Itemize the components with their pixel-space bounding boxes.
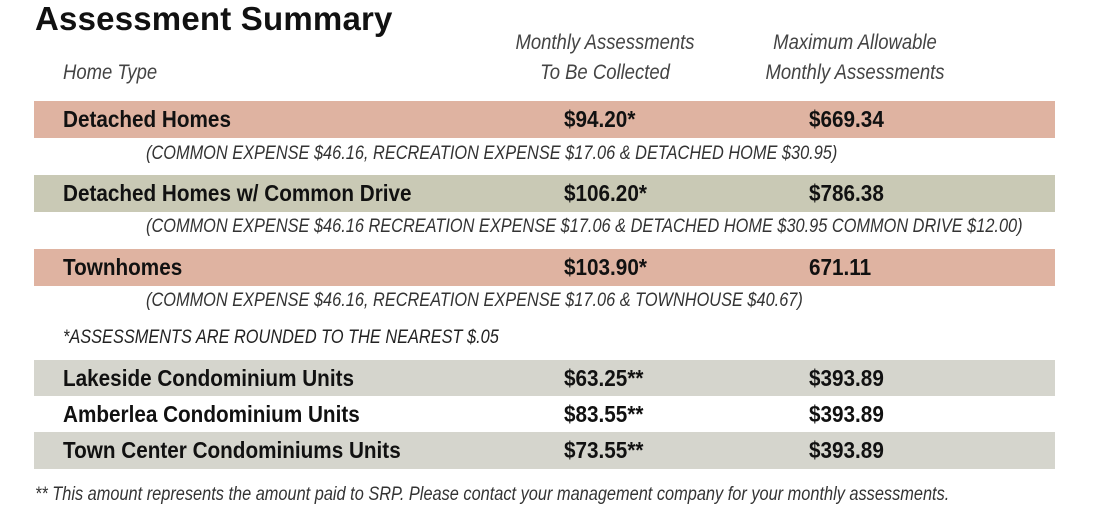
row-home-type: Townhomes	[63, 254, 183, 280]
note-townhomes-breakdown: (COMMON EXPENSE $46.16, RECREATION EXPEN…	[146, 290, 803, 311]
row-home-type: Detached Homes	[63, 106, 231, 132]
row-max-amount: $393.89	[809, 365, 884, 391]
row-max-amount: $669.34	[809, 106, 884, 132]
row-home-type: Lakeside Condominium Units	[63, 365, 354, 391]
header-monthly-line1: Monthly Assessments	[515, 31, 695, 54]
table-row-townhomes: Townhomes $103.90* 671.11	[34, 249, 1055, 286]
table-row-detached-homes: Detached Homes $94.20* $669.34	[34, 101, 1055, 138]
note-rounding: *ASSESSMENTS ARE ROUNDED TO THE NEAREST …	[63, 327, 499, 348]
row-max-amount: $393.89	[809, 401, 884, 427]
row-home-type: Amberlea Condominium Units	[63, 401, 360, 427]
header-max-line2: Monthly Assessments	[765, 61, 945, 84]
footer-note: ** This amount represents the amount pai…	[35, 484, 950, 505]
row-monthly-amount: $103.90*	[564, 254, 647, 280]
header-home-type: Home Type	[63, 61, 158, 84]
header-monthly-line2: To Be Collected	[540, 61, 670, 84]
row-monthly-amount: $63.25**	[564, 365, 644, 391]
note-common-drive-breakdown: (COMMON EXPENSE $46.16 RECREATION EXPENS…	[146, 216, 1023, 237]
page-title: Assessment Summary	[35, 0, 393, 37]
table-row-lakeside: Lakeside Condominium Units $63.25** $393…	[34, 360, 1055, 397]
row-monthly-amount: $106.20*	[564, 180, 647, 206]
row-home-type: Town Center Condominiums Units	[63, 437, 401, 463]
note-detached-breakdown: (COMMON EXPENSE $46.16, RECREATION EXPEN…	[146, 143, 838, 164]
row-monthly-amount: $83.55**	[564, 401, 644, 427]
row-home-type: Detached Homes w/ Common Drive	[63, 180, 412, 206]
row-max-amount: 671.11	[809, 254, 872, 280]
row-max-amount: $786.38	[809, 180, 884, 206]
header-max-line1: Maximum Allowable	[773, 31, 937, 54]
table-row-town-center: Town Center Condominiums Units $73.55** …	[34, 432, 1055, 469]
table-row-amberlea: Amberlea Condominium Units $83.55** $393…	[34, 396, 1055, 433]
table-row-detached-common-drive: Detached Homes w/ Common Drive $106.20* …	[34, 175, 1055, 212]
row-monthly-amount: $94.20*	[564, 106, 636, 132]
row-monthly-amount: $73.55**	[564, 437, 644, 463]
row-max-amount: $393.89	[809, 437, 884, 463]
